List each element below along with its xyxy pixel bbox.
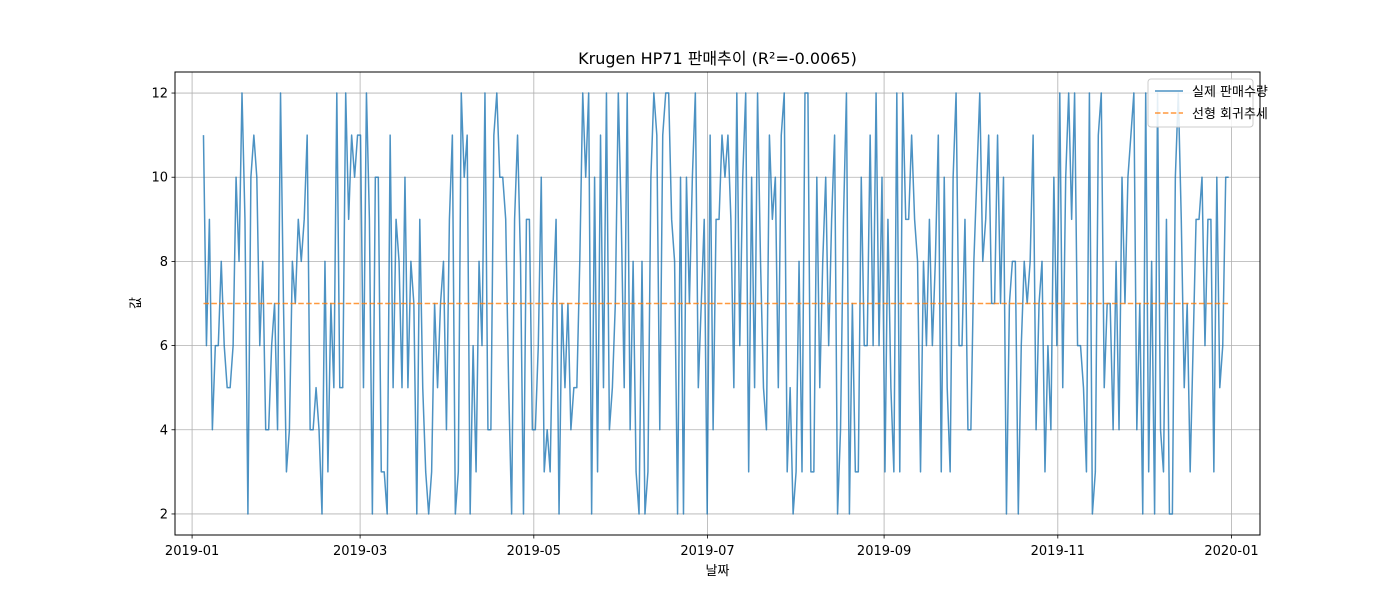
x-tick-label: 2019-05: [507, 544, 561, 559]
legend-label-actual: 실제 판매수량: [1192, 85, 1268, 100]
x-tick-label: 2019-01: [165, 544, 219, 559]
x-tick-label: 2019-11: [1031, 544, 1085, 559]
y-tick-label: 10: [151, 171, 168, 186]
x-axis-label: 날짜: [706, 564, 730, 579]
axis-ticks: 2 4 6 8 10 12 2019-01 2019-03 2019-05 2019-07 2019…: [151, 87, 1258, 559]
y-tick-label: 6: [160, 339, 168, 354]
y-tick-label: 4: [160, 423, 168, 438]
legend-label-trend: 선형 회귀추세: [1192, 107, 1268, 122]
plot-frame: [174, 71, 1261, 536]
x-tick-label: 2019-03: [333, 544, 387, 559]
y-tick-label: 8: [160, 255, 168, 270]
x-tick-label: 2019-07: [680, 544, 734, 559]
x-tick-label: 2020-01: [1204, 544, 1258, 559]
y-axis-label: 값: [129, 297, 144, 309]
series-actual-line: [202, 92, 1229, 515]
y-tick-label: 2: [160, 507, 168, 522]
series-layer: [202, 92, 1229, 515]
y-tick-label: 12: [151, 87, 168, 102]
x-tick-label: 2019-09: [857, 544, 911, 559]
chart-title: Krugen HP71 판매추이 (R²=-0.0065): [578, 49, 857, 68]
legend: 실제 판매수량 선형 회귀추세: [1147, 78, 1268, 128]
